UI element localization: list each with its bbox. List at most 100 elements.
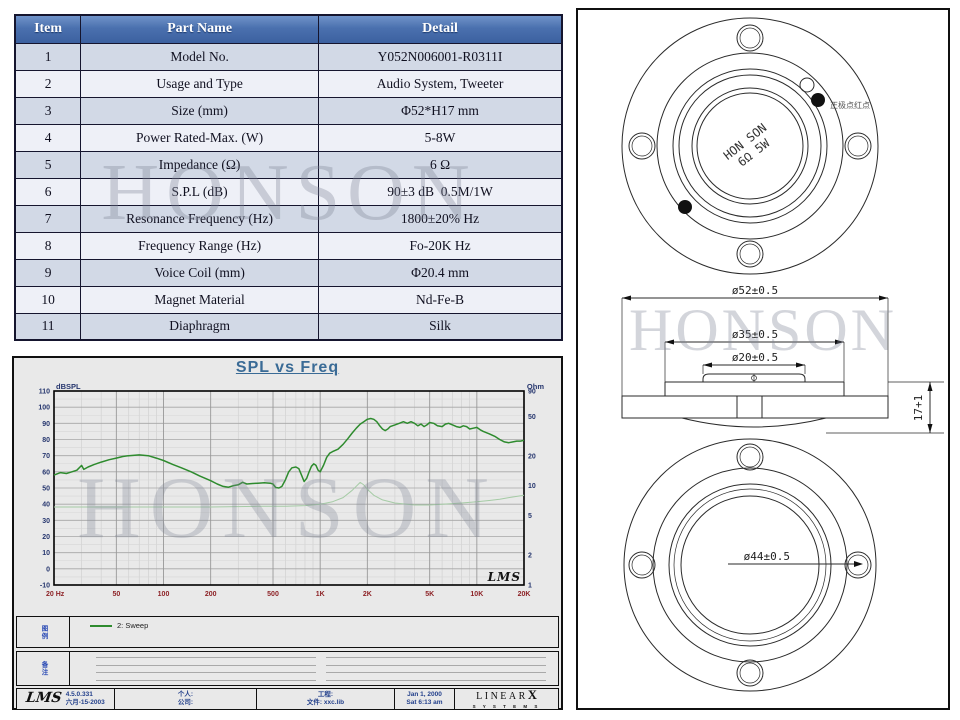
table-cell: 1 <box>14 42 82 71</box>
left-tick-label: 90 <box>42 421 50 428</box>
notes-column-left <box>96 657 316 681</box>
legend-side-tab: 图例 <box>17 617 70 647</box>
table-cell: 7 <box>14 204 82 233</box>
table-cell: 10 <box>14 285 82 314</box>
dim-outer-diameter: ø52±0.5 <box>732 284 778 297</box>
chart-title: SPL vs Freq <box>235 359 340 376</box>
drawing-rear-view: ø44±0.5 <box>623 438 877 692</box>
x-tick-label: 1K <box>316 591 325 598</box>
table-row: 3 Size (mm) Φ52*H17 mm <box>14 96 563 125</box>
table-cell: Usage and Type <box>80 69 320 98</box>
left-tick-label: -10 <box>40 583 50 590</box>
table-cell: Model No. <box>80 42 320 71</box>
footer-time: Sat 6:13 am <box>406 699 443 706</box>
x-tick-label: 2K <box>363 591 372 598</box>
x-tick-label: 20K <box>518 591 531 598</box>
legend-body: 2: Sweep <box>70 617 558 647</box>
dim-inner-diameter: ø20±0.5 <box>732 351 778 364</box>
right-tick-label: 5 <box>528 513 532 520</box>
status-footer: LMS 4.5.0.331 六月-15-2003 个人: 公司: 工程: 文件:… <box>16 688 559 710</box>
legend-label: 2: Sweep <box>117 621 149 630</box>
left-tick-label: 40 <box>42 502 50 509</box>
table-cell: Resonance Frequency (Hz) <box>80 204 320 233</box>
lms-chart-window: SPL vs Freq 20 Hz 50 100 200 500 1K 2K 5K 10K 20K… <box>12 356 563 710</box>
table-cell: 9 <box>14 258 82 287</box>
drawing-front-view: HON SON 6Ω 5W 正极点红点 <box>621 17 879 275</box>
table-row: 7 Resonance Frequency (Hz) 1800±20% Hz <box>14 204 563 233</box>
mounting-holes-front <box>628 24 872 268</box>
left-tick-label: 110 <box>39 389 50 396</box>
legend-side-label: 图例 <box>40 624 47 640</box>
lms-plot-logo: LMS <box>487 570 521 584</box>
mounting-holes-rear <box>628 443 872 687</box>
x-tick-label: 10K <box>470 591 483 598</box>
left-tick-label: 100 <box>38 405 50 412</box>
table-cell: 6 <box>14 177 82 206</box>
footer-person-cell: 个人: 公司: <box>115 689 257 709</box>
spec-table: Item Part Name Detail 1 Model No. Y052N006… <box>14 14 563 341</box>
right-tick-label: 1 <box>528 583 532 590</box>
table-cell: 3 <box>14 96 82 125</box>
footer-project-cell: 工程: 文件: xxc.lib <box>257 689 395 709</box>
lms-logo: LMS <box>25 690 63 707</box>
footer-brand-cell: LINEARX S Y S T E M S <box>455 688 558 709</box>
table-cell: Fo-20K Hz <box>318 231 563 260</box>
left-tick-label: 10 <box>42 550 50 557</box>
header-part-name: Part Name <box>80 14 320 44</box>
negative-terminal-dot <box>678 200 692 214</box>
table-cell: 4 <box>14 123 82 152</box>
table-cell: Silk <box>318 312 563 341</box>
x-tick-label: 100 <box>158 591 170 598</box>
table-row: 1 Model No. Y052N006001-R0311I <box>14 42 563 71</box>
left-tick-label: 70 <box>42 453 50 460</box>
left-axis-label: dBSPL <box>56 382 81 391</box>
table-cell: 90±3 dB 0.5M/1W <box>318 177 563 206</box>
spec-table-section: Item Part Name Detail 1 Model No. Y052N006… <box>14 14 563 341</box>
left-tick-label: 50 <box>42 486 50 493</box>
table-cell: Diaphragm <box>80 312 320 341</box>
technical-drawings: HON SON 6Ω 5W 正极点红点 ø52±0.5 ø35±0.5 <box>621 17 944 692</box>
dim-rear-diameter: ø44±0.5 <box>744 550 790 563</box>
footer-version-cell: LMS 4.5.0.331 六月-15-2003 <box>17 689 115 709</box>
dim-height: 17+1 <box>912 395 925 422</box>
left-tick-label: 60 <box>42 469 50 476</box>
table-cell: Size (mm) <box>80 96 320 125</box>
table-cell: Power Rated-Max. (W) <box>80 123 320 152</box>
table-cell: 2 <box>14 69 82 98</box>
right-tick-label: 50 <box>528 414 536 421</box>
table-cell: Y052N006001-R0311I <box>318 42 563 71</box>
table-cell: Φ52*H17 mm <box>318 96 563 125</box>
x-tick-label: 500 <box>267 591 279 598</box>
table-row: 8 Frequency Range (Hz) Fo-20K Hz <box>14 231 563 260</box>
table-cell: 8 <box>14 231 82 260</box>
table-row: 4 Power Rated-Max. (W) 5-8W <box>14 123 563 152</box>
table-cell: Nd-Fe-B <box>318 285 563 314</box>
notes-column-right <box>326 657 546 681</box>
right-tick-label: 2 <box>528 553 532 560</box>
table-cell: Voice Coil (mm) <box>80 258 320 287</box>
right-tick-label: 20 <box>528 453 536 460</box>
table-row: 10 Magnet Material Nd-Fe-B <box>14 285 563 314</box>
notes-side-tab: 备注 <box>17 652 70 685</box>
legend-line-swatch <box>90 625 112 627</box>
table-cell: 1800±20% Hz <box>318 204 563 233</box>
linearx-logo: LINEARX <box>476 688 537 703</box>
table-cell: Φ20.4 mm <box>318 258 563 287</box>
magnet-bulge <box>681 417 827 428</box>
right-axis-label: Ohm <box>527 382 544 391</box>
file-label: 文件: xxc.lib <box>306 699 345 706</box>
spl-curve <box>53 417 525 489</box>
left-tick-label: 0 <box>46 566 50 573</box>
table-header-row: Item Part Name Detail <box>14 14 563 44</box>
table-cell: 5 <box>14 150 82 179</box>
right-tick-label: 10 <box>528 483 536 490</box>
table-cell: Impedance (Ω) <box>80 150 320 179</box>
drawing-panel: HON SON 6Ω 5W 正极点红点 ø52±0.5 ø35±0.5 <box>576 8 950 710</box>
person-label: 个人: <box>177 690 194 698</box>
positive-terminal-dot <box>811 93 825 107</box>
table-cell: Audio System, Tweeter <box>318 69 563 98</box>
table-row: 11 Diaphragm Silk <box>14 312 563 341</box>
vent-hole <box>799 77 815 93</box>
table-cell: Magnet Material <box>80 285 320 314</box>
